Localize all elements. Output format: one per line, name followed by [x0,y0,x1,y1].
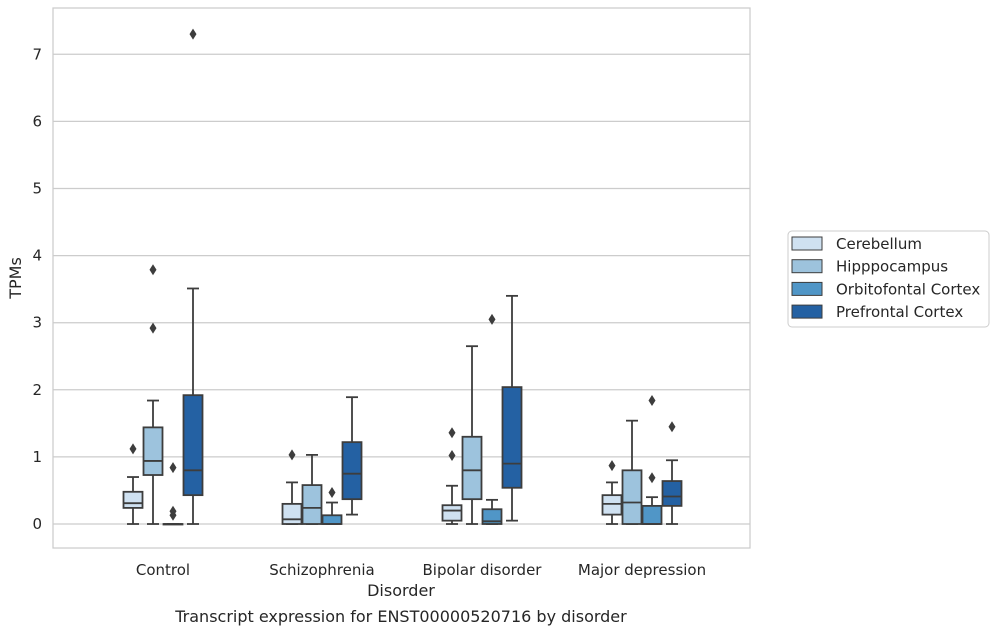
box-body [461,435,483,501]
y-tick-label: 0 [32,515,42,533]
box-plot [162,462,184,526]
legend-swatch [791,281,823,296]
y-tick-label: 1 [32,448,42,466]
box-body [182,394,204,497]
x-tick-label: Control [136,561,190,579]
grid-lines [53,53,750,525]
box-body [321,514,343,525]
y-tick-label: 7 [32,45,42,63]
outlier-point [608,460,616,472]
outlier-point [169,462,177,474]
box-plot [461,345,483,525]
outlier-point [288,449,296,461]
box-body [142,426,164,476]
x-tick-label: Bipolar disorder [423,561,543,579]
box-body [621,469,643,525]
legend-label: Orbitofontal Cortex [836,280,980,298]
box-body [641,504,663,525]
box-body [601,494,623,516]
box-body [301,484,323,525]
plot-frame [52,7,751,549]
outlier-point [648,472,656,484]
legend-label: Cerebellum [836,235,922,253]
legend-swatch [791,304,823,319]
legend-swatch [791,259,823,274]
y-tick-label: 4 [32,247,42,265]
x-tick-label: Major depression [578,561,706,579]
box-plot [601,460,623,525]
box-plot [441,427,463,525]
box-plot [281,449,303,525]
box-body [481,508,503,525]
box-plot [321,486,343,525]
box-plot [142,264,164,525]
box-plots [122,28,683,526]
chart-caption: Transcript expression for ENST0000052071… [174,607,627,626]
x-tick-label: Schizophrenia [269,561,374,579]
x-axis-ticks: Control Schizophrenia Bipolar disorder Majo… [136,561,706,579]
outlier-point [448,427,456,439]
box-plot [301,453,323,525]
box-body [501,386,523,489]
box-body [441,504,463,522]
y-axis-ticks: 0 1 2 3 4 5 6 7 [32,45,42,533]
box-plot [481,313,503,525]
legend: Cerebellum Hipppocampus Orbitofontal Corte… [787,230,990,328]
y-tick-label: 3 [32,314,42,332]
outlier-point [668,421,676,433]
outlier-point [169,505,177,517]
y-tick-label: 2 [32,381,42,399]
x-axis-label: Disorder [367,581,435,600]
box-body [122,490,144,509]
box-plot [501,294,523,522]
outlier-point [488,313,496,325]
box-body [341,441,363,501]
outlier-point [448,450,456,462]
y-tick-label: 5 [32,180,42,198]
y-axis-label: TPMs [6,257,25,300]
box-plot [122,443,144,525]
box-body [661,480,683,507]
legend-label: Prefrontal Cortex [836,303,963,321]
box-plot [621,419,643,525]
outlier-point [189,28,197,40]
box-plot [341,396,363,516]
outlier-point [129,443,137,455]
y-tick-label: 6 [32,112,42,130]
outlier-point [149,264,157,276]
box-plot [182,28,204,525]
outlier-point [149,322,157,334]
outlier-point [328,486,336,498]
legend-frame [787,230,990,328]
legend-swatch [791,236,823,251]
box-plot [661,421,683,525]
box-plot [641,395,663,525]
legend-label: Hipppocampus [836,258,948,276]
box-body [281,502,303,525]
outlier-point [648,395,656,407]
